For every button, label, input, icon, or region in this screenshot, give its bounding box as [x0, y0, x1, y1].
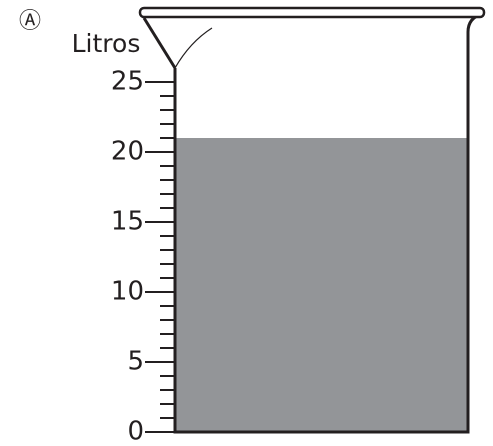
panel-marker: Ⓐ [19, 9, 41, 34]
y-tick-label: 10 [111, 277, 144, 307]
beaker-rim [140, 8, 484, 17]
y-tick-label: 5 [127, 347, 144, 377]
liquid [175, 138, 468, 432]
y-tick-label: 0 [127, 417, 144, 446]
axis-label: Litros [72, 29, 141, 58]
y-tick-label: 20 [111, 137, 144, 167]
beaker-spout [144, 18, 175, 68]
spout-inner [175, 28, 212, 68]
y-tick-label: 15 [111, 207, 144, 237]
chart: Ⓐ Litros 0 5 10 15 20 25 [0, 0, 493, 446]
y-tick-label: 25 [111, 67, 144, 97]
